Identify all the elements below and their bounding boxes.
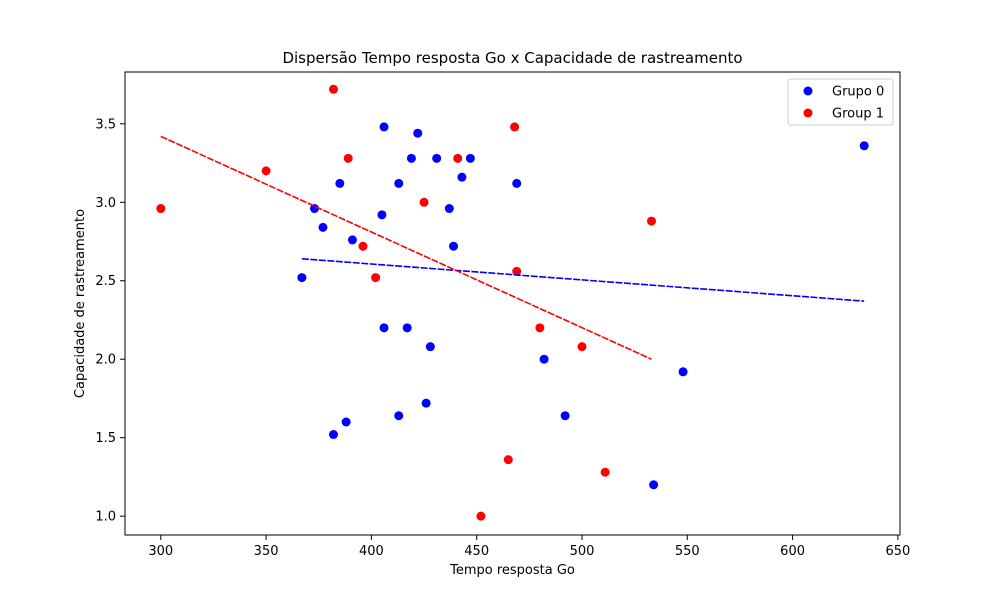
x-tick-label: 550 bbox=[675, 544, 700, 559]
data-point bbox=[577, 342, 587, 352]
data-point bbox=[371, 273, 381, 283]
legend-label: Group 1 bbox=[832, 107, 884, 122]
data-point bbox=[449, 241, 459, 251]
data-point bbox=[310, 204, 320, 214]
y-tick-label: 3.5 bbox=[95, 117, 116, 132]
data-point bbox=[328, 430, 338, 440]
data-point bbox=[646, 216, 656, 226]
data-point bbox=[476, 511, 486, 521]
x-tick-label: 650 bbox=[885, 544, 910, 559]
legend-marker bbox=[803, 86, 813, 96]
legend-box bbox=[787, 78, 894, 126]
x-tick-label: 450 bbox=[464, 544, 489, 559]
data-point bbox=[421, 398, 431, 408]
legend: Grupo 0 Group 1 bbox=[787, 78, 894, 126]
data-point bbox=[347, 235, 357, 245]
trend-line-0 bbox=[301, 257, 865, 302]
data-point bbox=[649, 480, 659, 490]
data-point bbox=[512, 266, 522, 276]
plot-frame bbox=[124, 71, 901, 536]
x-tick-label: 400 bbox=[359, 544, 384, 559]
data-point bbox=[341, 417, 351, 427]
data-point bbox=[413, 128, 423, 138]
data-point bbox=[358, 241, 368, 251]
y-tick-label: 2.5 bbox=[95, 274, 116, 289]
y-tick-label: 2.0 bbox=[95, 353, 116, 368]
series-0 bbox=[297, 122, 869, 490]
data-point bbox=[318, 222, 328, 232]
x-tick-label: 350 bbox=[254, 544, 279, 559]
y-axis-label: Capacidade de rastreamento bbox=[73, 209, 88, 398]
x-tick-label: 600 bbox=[780, 544, 805, 559]
data-point bbox=[453, 153, 463, 163]
legend-label: Grupo 0 bbox=[832, 85, 884, 100]
x-tick-label: 300 bbox=[148, 544, 173, 559]
data-point bbox=[394, 178, 404, 188]
data-point bbox=[328, 84, 338, 94]
data-point bbox=[444, 204, 454, 214]
data-point bbox=[156, 204, 166, 214]
x-axis: 300 350 400 450 500 550 600 650 bbox=[148, 535, 910, 559]
data-point bbox=[297, 273, 307, 283]
data-point bbox=[510, 122, 520, 132]
x-axis-label: Tempo resposta Go bbox=[449, 563, 575, 578]
data-point bbox=[432, 153, 442, 163]
data-point bbox=[379, 323, 389, 333]
data-point bbox=[503, 455, 513, 465]
data-point bbox=[600, 467, 610, 477]
data-point bbox=[678, 367, 688, 377]
data-point bbox=[425, 342, 435, 352]
data-point bbox=[859, 141, 869, 151]
data-point bbox=[343, 153, 353, 163]
y-tick-label: 1.5 bbox=[95, 431, 116, 446]
data-point bbox=[406, 153, 416, 163]
y-axis: 1.0 1.5 2.0 2.5 3.0 3.5 bbox=[95, 117, 125, 525]
data-point bbox=[535, 323, 545, 333]
data-point bbox=[419, 197, 429, 207]
data-point bbox=[512, 178, 522, 188]
data-point bbox=[394, 411, 404, 421]
legend-marker bbox=[803, 108, 813, 118]
y-tick-label: 3.0 bbox=[95, 196, 116, 211]
data-point bbox=[377, 210, 387, 220]
data-point bbox=[335, 178, 345, 188]
data-point bbox=[457, 172, 467, 182]
trend-line-1 bbox=[160, 135, 652, 360]
series-1 bbox=[156, 84, 656, 521]
x-tick-label: 500 bbox=[570, 544, 595, 559]
plot-area bbox=[156, 84, 869, 521]
data-point bbox=[465, 153, 475, 163]
data-point bbox=[539, 354, 549, 364]
data-point bbox=[261, 166, 271, 176]
chart-title: Dispersão Tempo resposta Go x Capacidade… bbox=[282, 49, 742, 67]
y-tick-label: 1.0 bbox=[95, 510, 116, 525]
data-point bbox=[560, 411, 570, 421]
data-point bbox=[402, 323, 412, 333]
data-point bbox=[379, 122, 389, 132]
